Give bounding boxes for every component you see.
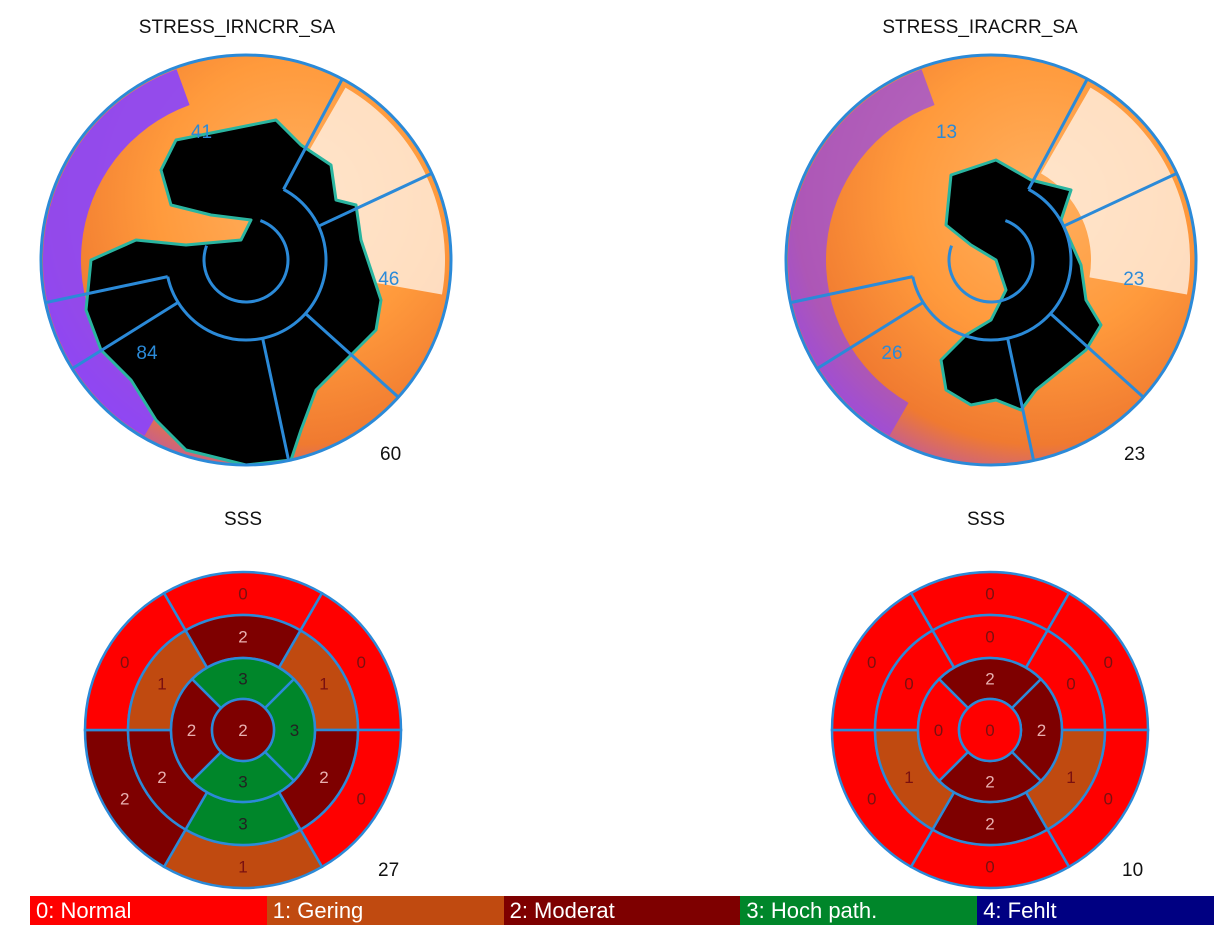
bullseye-segment-apex (957, 697, 1023, 763)
polar-map-outline (39, 53, 453, 467)
high-uptake-region (296, 87, 445, 295)
high-uptake-region (1041, 87, 1190, 295)
legend-item-gering: 1: Gering (266, 896, 504, 925)
legend-item-hoch-path: 3: Hoch path. (740, 896, 978, 925)
bullseye-value-mid-5: 2 (157, 768, 166, 787)
territory-label-2: 23 (1123, 269, 1144, 290)
bullseye-value-basal-3: 0 (356, 789, 365, 808)
territory-boundary-2 (317, 172, 433, 228)
bullseye-value-mid-6: 0 (904, 674, 913, 693)
score-legend: 0: Normal 1: Gering 2: Moderat 3: Hoch p… (30, 896, 1214, 925)
bullseye-segment-apex (210, 697, 276, 763)
bullseye-value-basal-1: 0 (985, 585, 994, 604)
bullseye-value-apical-4: 0 (934, 721, 943, 740)
territory-boundary-5 (1049, 312, 1145, 399)
perfusion-polar-map-left: 41 46 84 (39, 53, 453, 467)
sss-title-left: SSS (223, 509, 263, 530)
bullseye-value-apical-1: 2 (985, 670, 994, 689)
bullseye-value-basal-5: 0 (867, 789, 876, 808)
bullseye-value-basal-1: 0 (238, 585, 247, 604)
territory-boundary-4 (71, 301, 179, 370)
territory-boundary-2 (1062, 172, 1178, 228)
territory-label-1: 13 (936, 122, 957, 143)
bullseye-value-basal-3: 0 (1103, 789, 1112, 808)
middle-ring (911, 188, 1073, 342)
polar-map-score-left: 60 (380, 444, 402, 465)
bullseye-value-basal-6: 0 (120, 653, 129, 672)
sss-title-right: SSS (966, 509, 1006, 530)
territory-label-2: 46 (378, 269, 399, 290)
bullseye-value-basal-6: 0 (867, 653, 876, 672)
territory-boundary-5 (304, 312, 400, 399)
bullseye-value-apical-4: 2 (187, 721, 196, 740)
bullseye-value-mid-4: 3 (238, 815, 247, 834)
middle-ring (166, 188, 328, 342)
territory-label-3: 84 (136, 343, 158, 364)
bullseye-value-mid-6: 1 (157, 674, 166, 693)
bullseye-value-basal-4: 1 (238, 858, 247, 877)
territory-boundary-3 (45, 275, 169, 305)
bullseye-value-mid-1: 0 (985, 628, 994, 647)
polar-map-title-right: STRESS_IRACRR_SA (882, 17, 1078, 38)
legend-item-normal: 0: Normal (30, 896, 267, 925)
bullseye-value-apical-2: 2 (1037, 721, 1046, 740)
territory-boundary-1 (282, 78, 344, 191)
territory-label-1: 41 (191, 122, 212, 143)
territory-label-3: 26 (881, 343, 902, 364)
bullseye-value-mid-3: 1 (1066, 768, 1075, 787)
polar-map-outline (784, 53, 1198, 467)
territory-boundary-6 (1006, 337, 1036, 461)
bullseye-value-apex: 2 (238, 721, 247, 740)
territory-boundary-6 (261, 337, 291, 461)
legend-item-fehlt: 4: Fehlt (977, 896, 1214, 925)
low-uptake-rim (788, 69, 935, 436)
inner-ring (202, 219, 290, 304)
sss-score-left: 27 (378, 860, 400, 881)
legend-item-moderat: 2: Moderat (503, 896, 741, 925)
bullseye-value-basal-5: 2 (120, 789, 129, 808)
low-uptake-rim (42, 69, 190, 436)
bullseye-value-apical-3: 3 (238, 773, 247, 792)
polar-map-title-left: STRESS_IRNCRR_SA (138, 17, 336, 38)
polar-map-score-right: 23 (1124, 444, 1146, 465)
bullseye-value-mid-3: 2 (319, 768, 328, 787)
bullseye-value-mid-5: 1 (904, 768, 913, 787)
territory-boundary-4 (816, 301, 924, 370)
bullseye-value-apical-1: 3 (238, 670, 247, 689)
inner-ring (947, 219, 1035, 304)
bullseye-value-basal-2: 0 (1103, 653, 1112, 672)
bullseye-value-mid-2: 1 (319, 674, 328, 693)
bullseye-value-apical-3: 2 (985, 773, 994, 792)
territory-boundary-3 (790, 275, 914, 305)
perfusion-polar-map-right: 13 23 26 (784, 53, 1198, 467)
bullseye-value-mid-1: 2 (238, 628, 247, 647)
bullseye-value-apical-2: 3 (290, 721, 299, 740)
bullseye-value-basal-2: 0 (356, 653, 365, 672)
bullseye-value-apex: 0 (985, 721, 994, 740)
bullseye-value-basal-4: 0 (985, 858, 994, 877)
territory-boundary-1 (1027, 78, 1089, 191)
bullseye-value-mid-2: 0 (1066, 674, 1075, 693)
bullseye-value-mid-4: 2 (985, 815, 994, 834)
sss-bullseye-left: 0 0 0 1 2 0 2 1 2 3 2 1 3 3 3 2 2 (83, 570, 403, 890)
sss-score-right: 10 (1122, 860, 1144, 881)
